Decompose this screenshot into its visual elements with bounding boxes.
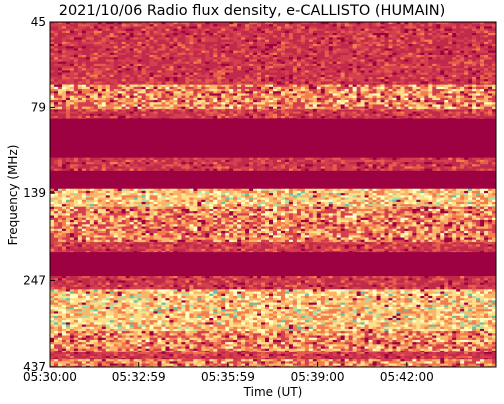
spectrogram-band bbox=[50, 85, 496, 110]
spectrogram-heatmap bbox=[50, 22, 496, 367]
spectrogram-band bbox=[50, 109, 496, 119]
spectrogram-band bbox=[50, 22, 496, 85]
